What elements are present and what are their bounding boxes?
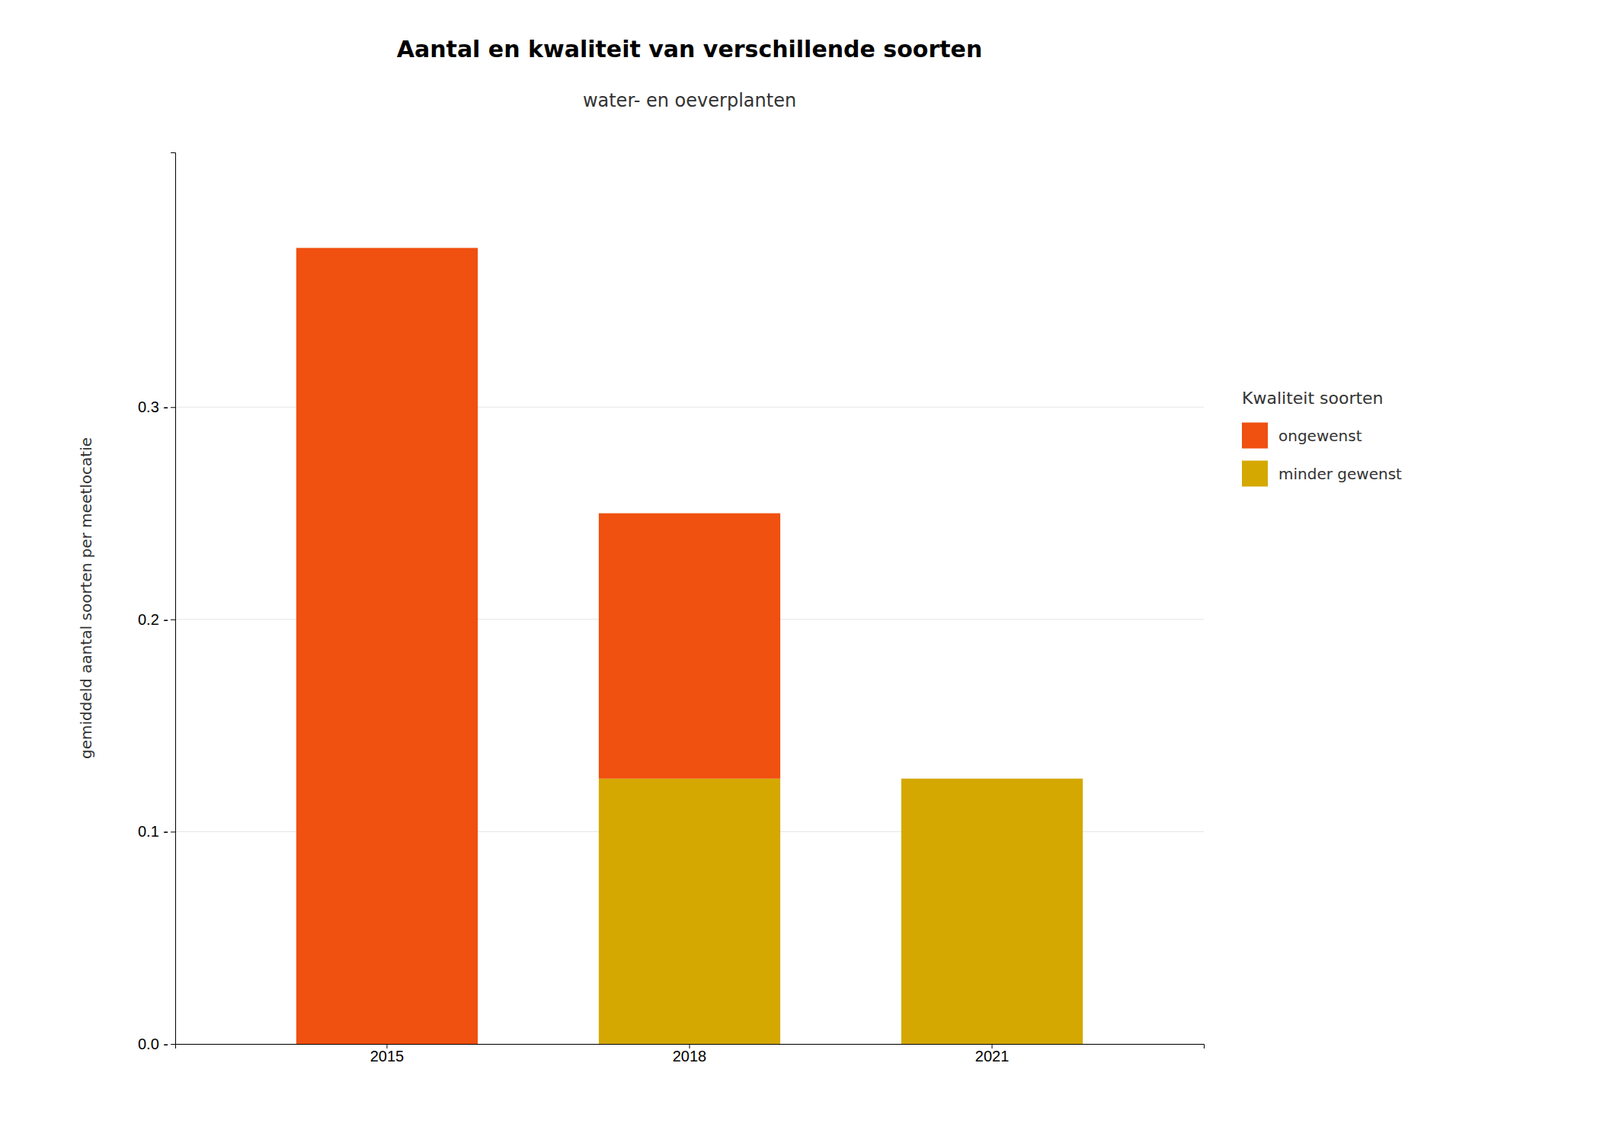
tick-label: 0.0 - xyxy=(137,1035,169,1053)
tick: 0.2 - xyxy=(137,611,176,628)
axis-line xyxy=(170,153,176,1045)
bar xyxy=(901,777,1083,779)
bars xyxy=(296,247,1083,1044)
chart: 0.0 - 0.1 - 0.2 - 0.3 - 2015 2018 2021 gemiddel… xyxy=(0,0,1600,1143)
x-axis: 2015 2018 2021 xyxy=(176,1043,1205,1065)
legend-label: minder gewenst xyxy=(1278,464,1402,484)
subtitle: water- en oeverplanten xyxy=(582,89,797,112)
tick-label: 2015 xyxy=(370,1047,405,1065)
tick-label: 0.3 - xyxy=(137,398,169,416)
tick: 0.0 - xyxy=(137,1035,176,1053)
plot-area: 0.0 - 0.1 - 0.2 - 0.3 - 2015 2018 2021 xyxy=(137,153,1205,1066)
legend-item: ongewenst xyxy=(1241,422,1363,449)
legend-swatch xyxy=(1241,422,1268,449)
bar-series xyxy=(598,778,1083,1044)
tick-mark xyxy=(170,831,176,832)
bar xyxy=(598,778,781,1044)
bar xyxy=(598,513,781,779)
y-axis: 0.0 - 0.1 - 0.2 - 0.3 - xyxy=(137,153,176,1053)
y-axis-title: gemiddeld aantal soorten per meetlocatie xyxy=(76,437,96,759)
tick: 0.3 - xyxy=(137,398,176,416)
tick-label: 2018 xyxy=(672,1047,708,1065)
bar xyxy=(296,247,478,1044)
legend: Kwaliteit soorten ongewenst minder gewenst xyxy=(1241,388,1402,487)
tick: 0.1 - xyxy=(137,822,176,840)
bar xyxy=(901,778,1083,1044)
tick-mark xyxy=(170,619,176,621)
tick-label: 2021 xyxy=(975,1047,1010,1065)
legend-title: Kwaliteit soorten xyxy=(1241,388,1384,408)
legend-label: ongewenst xyxy=(1278,426,1363,445)
bar-series xyxy=(296,247,781,1044)
legend-item: minder gewenst xyxy=(1241,460,1402,487)
tick-label: 0.2 - xyxy=(137,611,169,628)
title: Aantal en kwaliteit van verschillende so… xyxy=(396,35,983,63)
tick-mark xyxy=(170,406,176,408)
tick-label: 0.1 - xyxy=(137,822,169,840)
tick-mark xyxy=(170,1043,176,1045)
tick: 2015 xyxy=(370,1043,405,1065)
tick: 2018 xyxy=(672,1043,708,1065)
tick: 2021 xyxy=(975,1043,1010,1065)
legend-swatch xyxy=(1241,460,1268,487)
